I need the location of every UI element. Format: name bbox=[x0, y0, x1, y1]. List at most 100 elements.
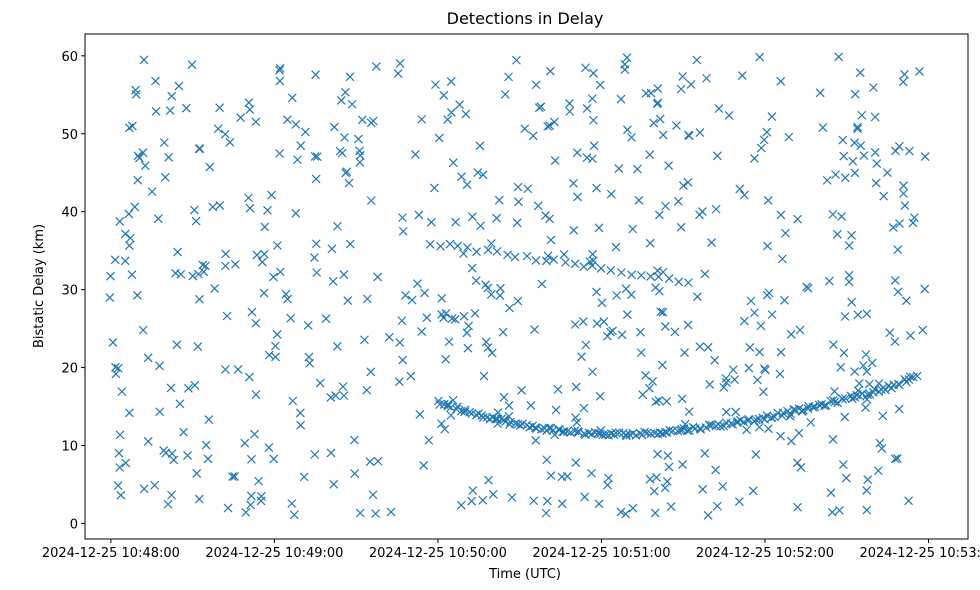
data-point bbox=[461, 109, 471, 119]
data-point bbox=[882, 168, 892, 177]
data-point bbox=[287, 499, 297, 508]
data-point bbox=[414, 210, 424, 220]
data-point bbox=[332, 341, 342, 351]
data-point bbox=[467, 263, 477, 273]
data-point bbox=[425, 239, 435, 249]
data-point bbox=[841, 473, 851, 483]
data-point bbox=[257, 257, 267, 267]
data-point bbox=[296, 141, 306, 151]
data-point bbox=[189, 205, 199, 215]
data-point bbox=[651, 397, 661, 407]
data-point bbox=[628, 503, 638, 513]
data-point bbox=[327, 244, 337, 254]
data-point bbox=[484, 475, 493, 485]
data-point bbox=[620, 65, 630, 75]
data-point bbox=[105, 293, 115, 303]
data-point bbox=[460, 405, 470, 415]
data-point bbox=[355, 146, 364, 156]
data-point bbox=[703, 342, 713, 352]
data-point bbox=[608, 326, 617, 336]
data-point bbox=[592, 287, 601, 297]
data-point bbox=[488, 489, 498, 499]
data-point bbox=[463, 343, 473, 353]
data-point bbox=[366, 367, 376, 377]
data-point bbox=[497, 414, 506, 424]
data-point bbox=[175, 399, 185, 409]
data-point bbox=[655, 210, 664, 220]
data-point bbox=[531, 435, 541, 445]
data-point bbox=[505, 303, 514, 313]
data-point bbox=[500, 89, 510, 99]
x-axis-title: Time (UTC) bbox=[488, 567, 561, 582]
data-point bbox=[684, 131, 694, 141]
data-point bbox=[796, 463, 806, 472]
data-point bbox=[401, 290, 410, 300]
data-point bbox=[794, 428, 804, 438]
data-point bbox=[303, 320, 313, 330]
data-point bbox=[645, 383, 654, 393]
data-point bbox=[436, 241, 445, 251]
data-point bbox=[648, 377, 658, 386]
data-point bbox=[688, 422, 698, 432]
data-point bbox=[579, 262, 589, 272]
data-point bbox=[755, 347, 765, 357]
data-point bbox=[174, 81, 184, 91]
data-point bbox=[462, 180, 472, 190]
data-point bbox=[574, 427, 583, 437]
data-point bbox=[832, 229, 842, 239]
chart-title: Detections in Delay bbox=[447, 9, 604, 28]
y-tick-label: 0 bbox=[70, 517, 78, 532]
data-point bbox=[707, 238, 716, 247]
data-point bbox=[151, 106, 161, 116]
data-point bbox=[617, 330, 627, 340]
y-tick-label: 30 bbox=[61, 284, 78, 299]
data-point bbox=[113, 363, 123, 373]
data-point bbox=[595, 391, 605, 401]
data-point bbox=[510, 419, 520, 429]
data-point bbox=[244, 98, 254, 108]
data-point bbox=[247, 454, 256, 464]
data-point bbox=[767, 112, 777, 122]
data-point bbox=[582, 153, 592, 163]
data-point bbox=[478, 170, 488, 180]
data-point bbox=[275, 63, 285, 73]
data-point bbox=[124, 241, 134, 250]
data-point bbox=[213, 124, 223, 134]
x-axis: 2024-12-25 10:48:00 2024-12-25 10:49:00 20… bbox=[42, 539, 980, 561]
data-point bbox=[495, 291, 505, 300]
data-point bbox=[384, 332, 394, 342]
data-point bbox=[569, 178, 578, 188]
data-point bbox=[311, 239, 321, 249]
data-point bbox=[751, 415, 761, 425]
data-point bbox=[641, 371, 651, 380]
data-point bbox=[167, 490, 176, 500]
data-point bbox=[394, 377, 404, 387]
data-point bbox=[341, 168, 351, 178]
data-point bbox=[143, 353, 153, 363]
data-point bbox=[138, 325, 148, 335]
data-point bbox=[523, 184, 533, 194]
data-point bbox=[764, 288, 774, 298]
data-point bbox=[712, 501, 722, 511]
data-point bbox=[386, 507, 396, 517]
data-point bbox=[153, 214, 163, 224]
data-point bbox=[893, 245, 903, 255]
data-point bbox=[806, 417, 816, 427]
data-point bbox=[569, 225, 579, 235]
data-point bbox=[530, 325, 539, 334]
data-point bbox=[283, 294, 292, 304]
data-point bbox=[260, 222, 270, 232]
data-point bbox=[310, 152, 320, 161]
data-point bbox=[176, 269, 186, 279]
data-point bbox=[893, 453, 902, 463]
data-point bbox=[164, 152, 174, 162]
data-point bbox=[571, 382, 581, 392]
data-point bbox=[622, 53, 632, 63]
data-point bbox=[543, 121, 553, 131]
data-point bbox=[133, 151, 143, 161]
data-point bbox=[856, 141, 866, 151]
data-point bbox=[393, 69, 403, 78]
data-point bbox=[131, 85, 140, 95]
data-point bbox=[440, 424, 450, 434]
